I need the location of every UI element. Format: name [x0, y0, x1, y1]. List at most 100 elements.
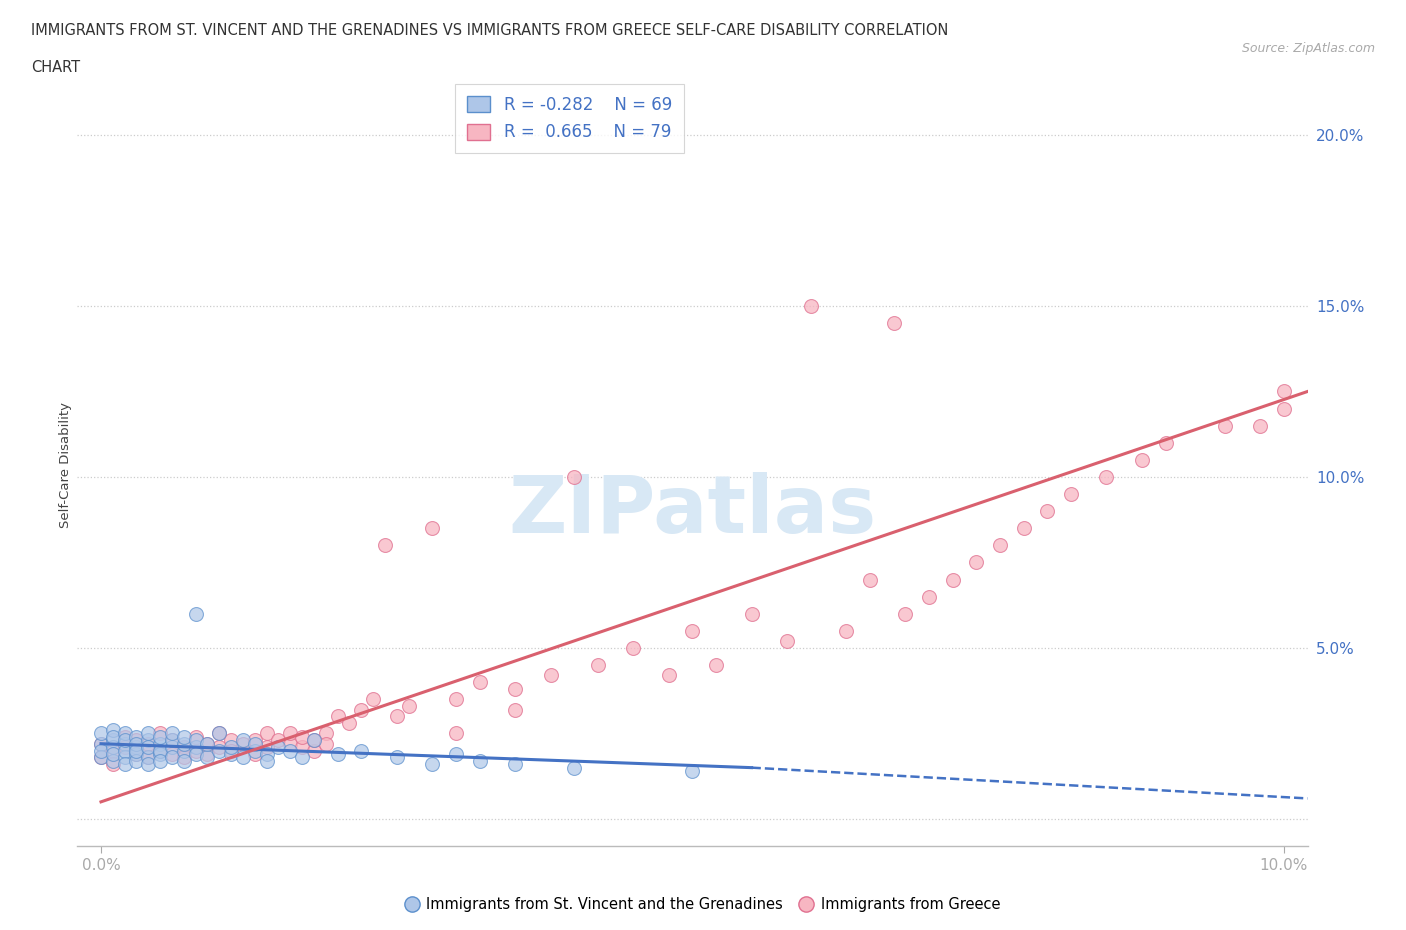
Point [136, 750, 159, 764]
Point [361, 692, 384, 707]
Point [1130, 452, 1153, 467]
Point [503, 682, 526, 697]
Point [278, 743, 301, 758]
Point [420, 521, 443, 536]
Point [90, 737, 112, 751]
Point [208, 726, 231, 741]
Point [90, 750, 112, 764]
Point [149, 743, 172, 758]
Point [219, 747, 242, 762]
Point [136, 737, 159, 751]
Point [160, 726, 183, 741]
Point [658, 668, 681, 683]
Point [682, 764, 704, 778]
Point [385, 750, 408, 764]
Point [800, 299, 823, 313]
Point [256, 753, 278, 768]
Point [101, 733, 124, 748]
Point [444, 747, 467, 762]
Point [243, 737, 266, 751]
Point [965, 555, 987, 570]
Point [173, 743, 195, 758]
Point [101, 753, 124, 768]
Point [315, 737, 337, 751]
Point [125, 747, 148, 762]
Point [101, 743, 124, 758]
Point [125, 747, 148, 762]
Point [1272, 384, 1295, 399]
Point [1249, 418, 1271, 433]
Point [136, 757, 159, 772]
Text: IMMIGRANTS FROM ST. VINCENT AND THE GRENADINES VS IMMIGRANTS FROM GREECE SELF-CA: IMMIGRANTS FROM ST. VINCENT AND THE GREN… [31, 23, 948, 38]
Point [302, 733, 325, 748]
Point [184, 743, 207, 758]
Point [1060, 486, 1083, 501]
Point [197, 747, 219, 762]
Point [101, 723, 124, 737]
Point [468, 753, 491, 768]
Point [988, 538, 1011, 552]
Point [114, 726, 136, 741]
Point [326, 747, 349, 762]
Point [208, 739, 231, 754]
Point [136, 733, 159, 748]
Point [184, 739, 207, 754]
Point [149, 753, 172, 768]
Point [149, 726, 172, 741]
Point [184, 747, 207, 762]
Point [219, 743, 242, 758]
Point [184, 733, 207, 748]
Point [291, 739, 314, 754]
Point [385, 709, 408, 724]
Point [350, 743, 373, 758]
Point [184, 606, 207, 621]
Point [243, 743, 266, 758]
Point [160, 739, 183, 754]
Point [219, 739, 242, 754]
Point [173, 737, 195, 751]
Point [149, 743, 172, 758]
Point [302, 733, 325, 748]
Point [420, 757, 443, 772]
Point [883, 315, 905, 330]
Point [339, 716, 361, 731]
Point [114, 737, 136, 751]
Point [256, 726, 278, 741]
Point [918, 590, 941, 604]
Text: ZIPatlas: ZIPatlas [509, 472, 876, 550]
Point [398, 698, 420, 713]
Point [173, 729, 195, 744]
Point [184, 729, 207, 744]
Point [125, 739, 148, 754]
Point [278, 726, 301, 741]
Point [125, 753, 148, 768]
Point [149, 737, 172, 751]
Point [136, 739, 159, 754]
Point [101, 757, 124, 772]
Point [114, 739, 136, 754]
Point [894, 606, 917, 621]
Point [114, 750, 136, 764]
Point [444, 692, 467, 707]
Point [160, 733, 183, 748]
Point [562, 760, 585, 775]
Point [197, 750, 219, 764]
Point [291, 729, 314, 744]
Point [149, 729, 172, 744]
Legend: Immigrants from St. Vincent and the Grenadines, Immigrants from Greece: Immigrants from St. Vincent and the Gren… [399, 891, 1007, 918]
Point [315, 726, 337, 741]
Text: Source: ZipAtlas.com: Source: ZipAtlas.com [1241, 42, 1375, 55]
Point [468, 674, 491, 689]
Point [101, 729, 124, 744]
Point [208, 743, 231, 758]
Point [704, 658, 727, 672]
Point [1036, 504, 1059, 519]
Point [90, 743, 112, 758]
Point [160, 747, 183, 762]
Point [291, 750, 314, 764]
Point [173, 750, 195, 764]
Point [232, 737, 254, 751]
Point [1095, 470, 1118, 485]
Point [1154, 435, 1177, 450]
Point [125, 743, 148, 758]
